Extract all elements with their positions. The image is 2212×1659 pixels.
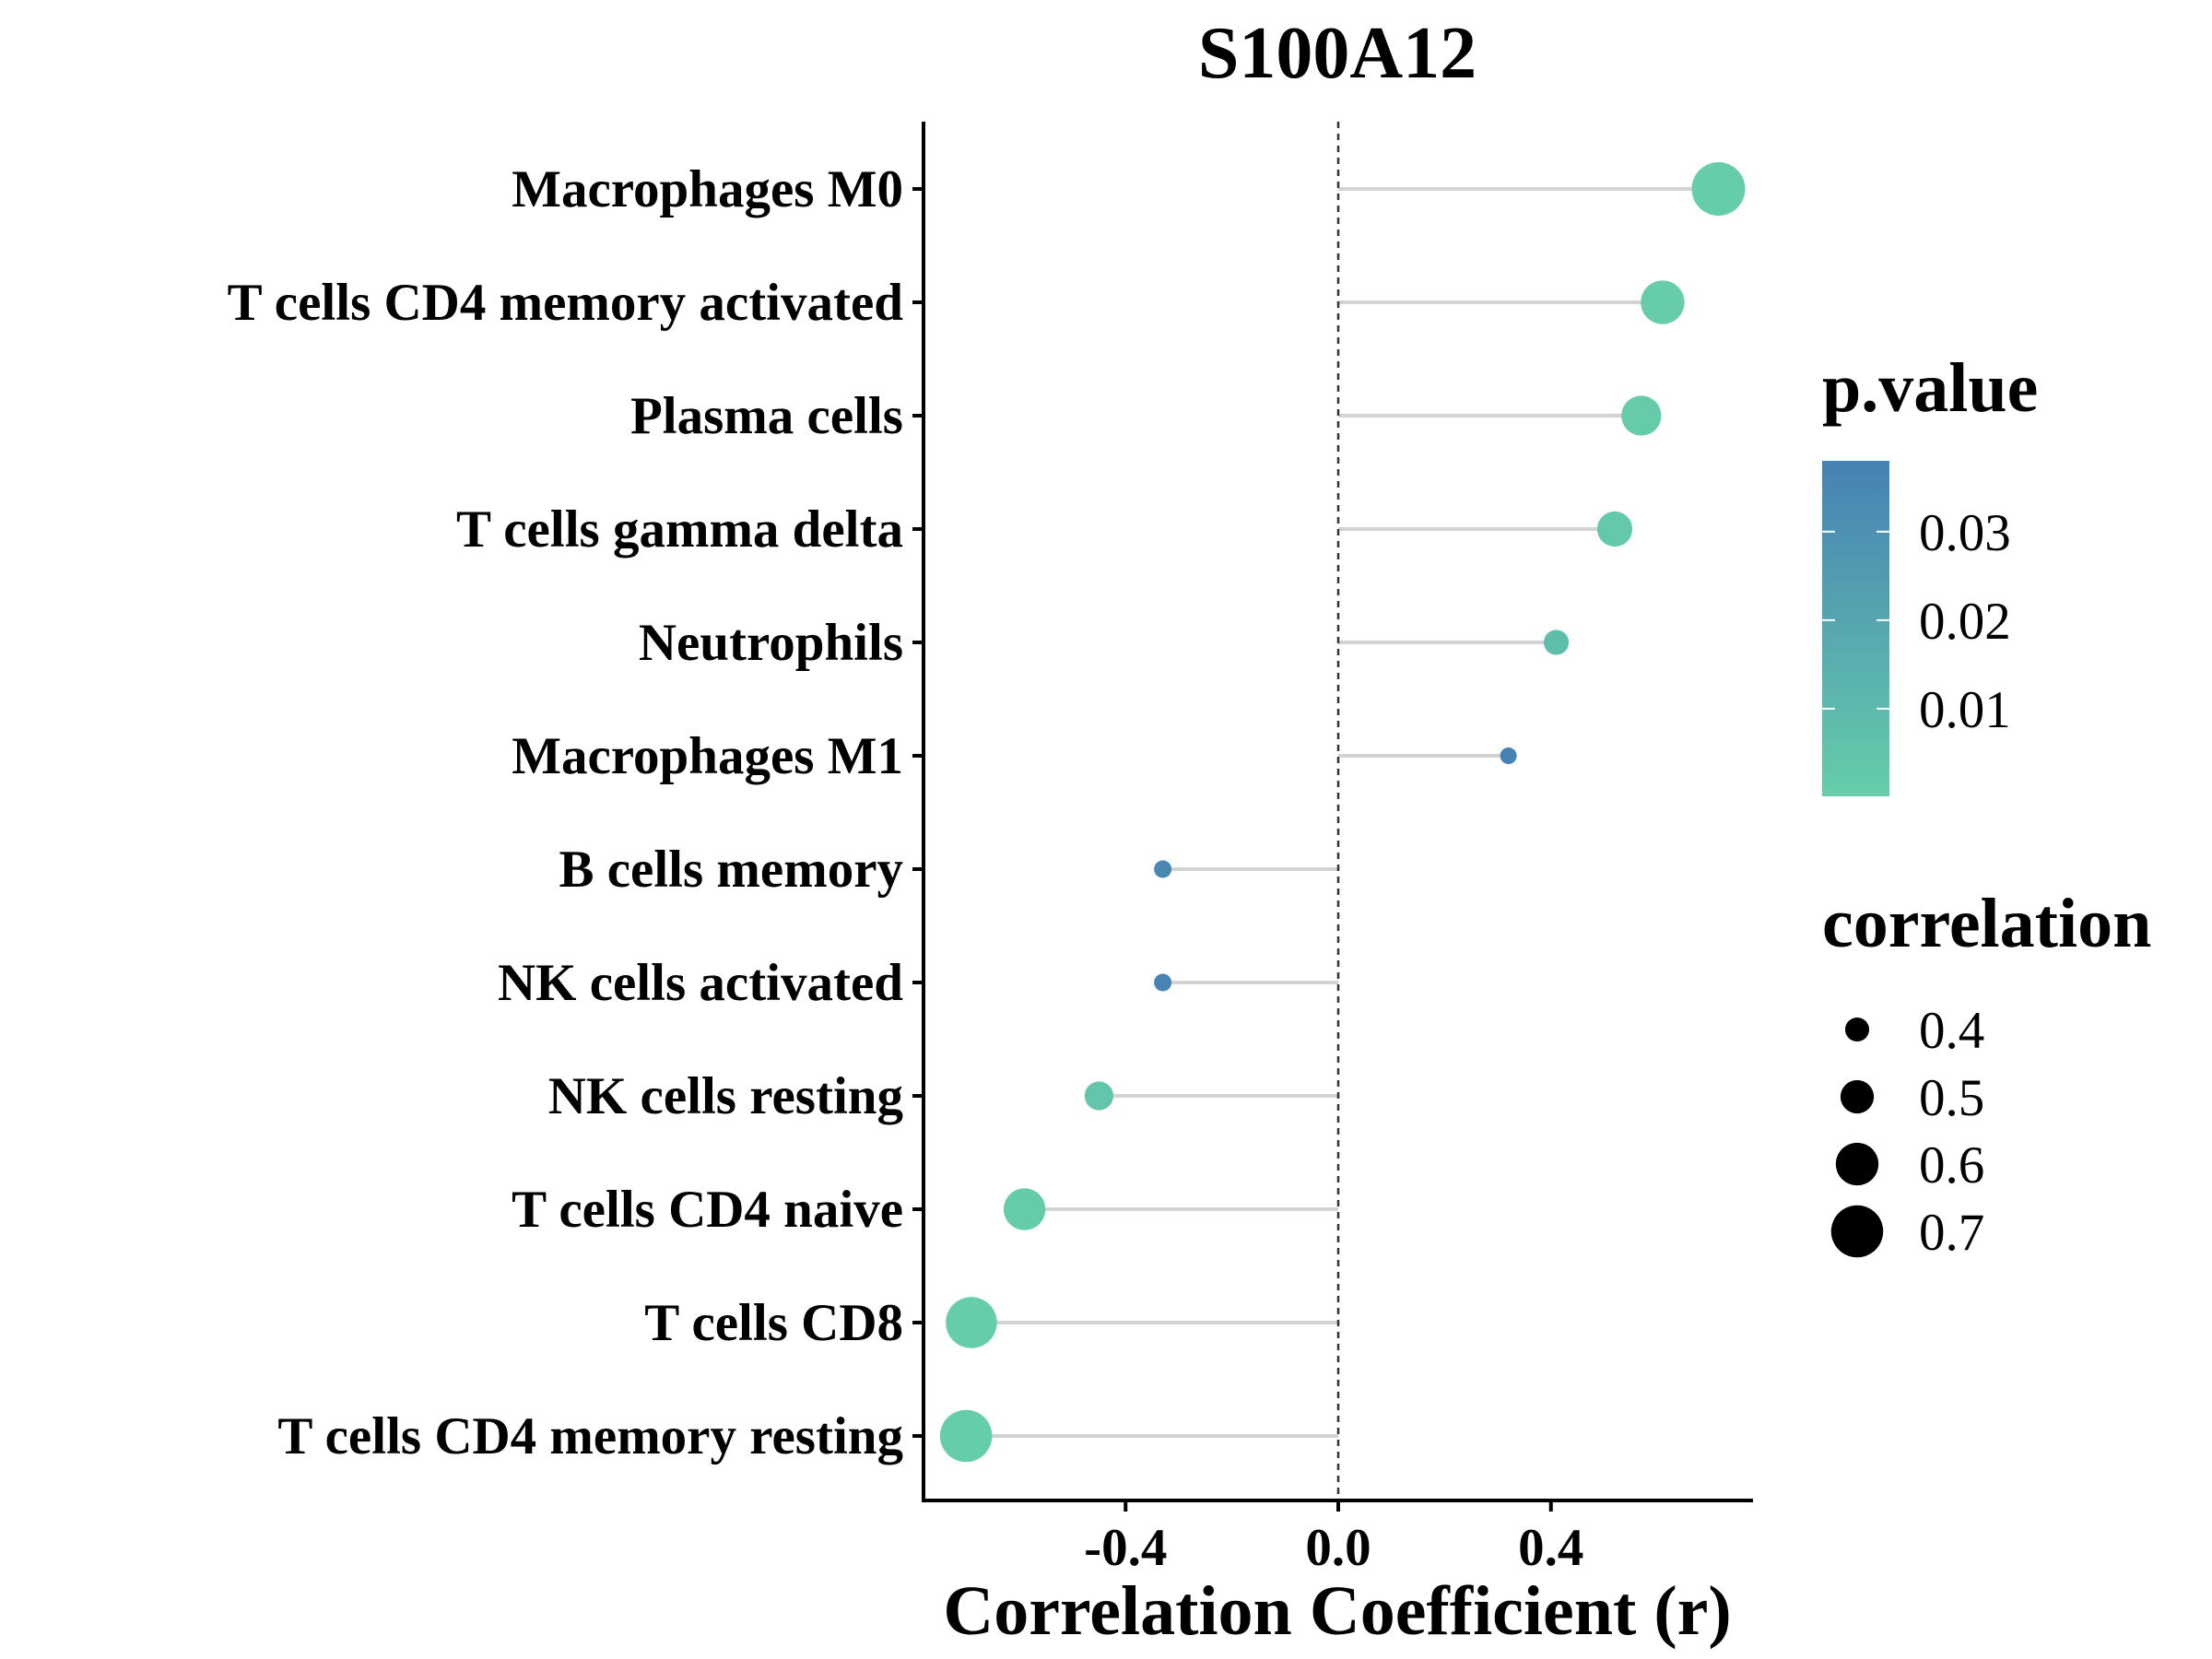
pvalue-tick-label: 0.01 bbox=[1919, 681, 2011, 739]
category-label-t-cells-cd4-memory-activated: T cells CD4 memory activated bbox=[228, 274, 904, 332]
point-t-cells-cd4-memory-resting bbox=[939, 1409, 993, 1463]
category-label-nk-cells-activated: NK cells activated bbox=[498, 954, 903, 1012]
point-t-cells-cd4-naive bbox=[1003, 1188, 1046, 1230]
y-axis-ticks: Macrophages M0 T cells CD4 memory activat… bbox=[228, 160, 924, 1465]
category-label-macrophages-m1: Macrophages M1 bbox=[512, 727, 903, 785]
correlation-key-circle bbox=[1844, 1017, 1870, 1042]
data-points bbox=[939, 162, 1746, 1463]
correlation-key-circle bbox=[1840, 1079, 1875, 1114]
category-label-nk-cells-resting: NK cells resting bbox=[548, 1067, 903, 1125]
category-label-t-cells-cd4-memory-resting: T cells CD4 memory resting bbox=[277, 1407, 903, 1465]
chart-title: S100A12 bbox=[1198, 13, 1477, 94]
correlation-key-label: 0.4 bbox=[1919, 1002, 1984, 1060]
pvalue-legend-title: p.value bbox=[1822, 349, 2038, 427]
category-label-t-cells-cd8: T cells CD8 bbox=[644, 1294, 903, 1352]
point-macrophages-m0 bbox=[1691, 162, 1746, 216]
category-label-t-cells-cd4-naive: T cells CD4 naive bbox=[512, 1181, 903, 1239]
point-plasma-cells bbox=[1621, 395, 1662, 436]
point-t-cells-gamma-delta bbox=[1596, 511, 1633, 547]
x-tick-label: 0.0 bbox=[1305, 1519, 1371, 1577]
point-neutrophils bbox=[1543, 629, 1570, 655]
correlation-key-label: 0.6 bbox=[1919, 1136, 1984, 1194]
pvalue-legend-ticks: 0.01 0.02 0.03 bbox=[1822, 504, 2011, 739]
point-nk-cells-activated bbox=[1154, 973, 1172, 992]
point-nk-cells-resting bbox=[1084, 1081, 1113, 1111]
category-label-b-cells-memory: B cells memory bbox=[559, 841, 903, 899]
category-label-macrophages-m0: Macrophages M0 bbox=[512, 160, 903, 218]
pvalue-tick-label: 0.03 bbox=[1919, 504, 2011, 562]
point-macrophages-m1 bbox=[1500, 747, 1517, 764]
correlation-key-label: 0.5 bbox=[1919, 1069, 1984, 1127]
point-t-cells-cd4-memory-activated bbox=[1641, 280, 1685, 324]
correlation-key-circle bbox=[1830, 1205, 1884, 1258]
category-label-t-cells-gamma-delta: T cells gamma delta bbox=[456, 500, 903, 559]
correlation-legend-keys: 0.4 0.5 0.6 0.7 bbox=[1830, 1002, 1984, 1262]
correlation-key-circle bbox=[1835, 1142, 1879, 1186]
correlation-legend-title: correlation bbox=[1822, 885, 2151, 962]
point-b-cells-memory bbox=[1154, 860, 1172, 878]
pvalue-tick-label: 0.02 bbox=[1919, 593, 2011, 651]
x-axis-title: Correlation Coefficient (r) bbox=[943, 1572, 1731, 1650]
x-tick-label: -0.4 bbox=[1084, 1519, 1167, 1577]
pvalue-colorbar bbox=[1822, 461, 1889, 796]
point-t-cells-cd8 bbox=[946, 1297, 997, 1348]
pvalue-legend: p.value 0.01 0.02 0.03 bbox=[1822, 349, 2038, 796]
category-label-plasma-cells: Plasma cells bbox=[630, 387, 903, 445]
x-tick-label: 0.4 bbox=[1518, 1519, 1583, 1577]
correlation-key-label: 0.7 bbox=[1919, 1204, 1984, 1262]
correlation-legend: correlation 0.4 0.5 0.6 0.7 bbox=[1822, 885, 2151, 1262]
x-axis-ticks: -0.4 0.0 0.4 bbox=[1084, 1500, 1583, 1577]
lollipop-stems bbox=[966, 187, 1719, 1438]
category-label-neutrophils: Neutrophils bbox=[639, 614, 903, 672]
